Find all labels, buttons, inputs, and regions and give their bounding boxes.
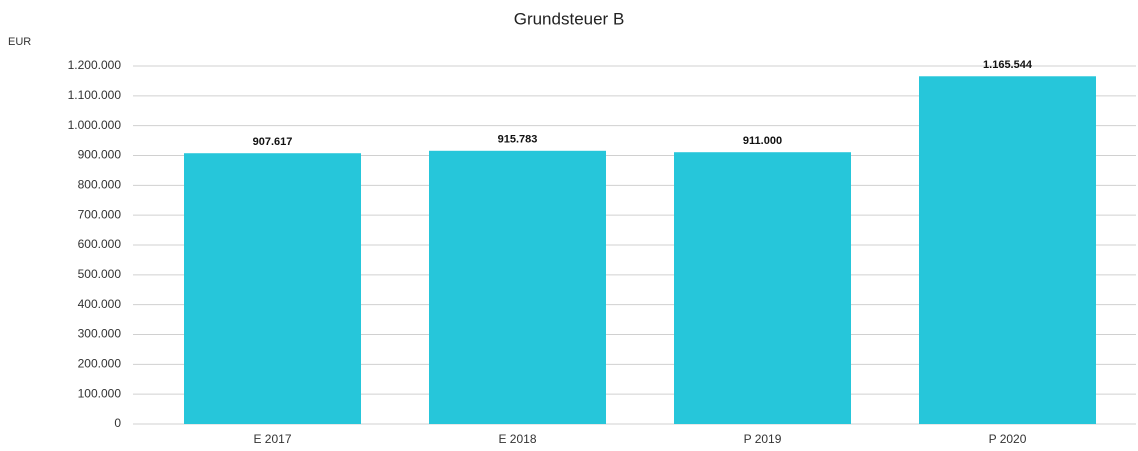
x-tick-label: E 2017 [253, 432, 291, 446]
y-tick-label: 900.000 [78, 148, 122, 162]
y-tick-label: 500.000 [78, 267, 122, 281]
bar [674, 152, 851, 425]
x-tick-label: P 2020 [989, 432, 1027, 446]
y-axis-label: EUR [8, 36, 31, 48]
y-tick-label: 300.000 [78, 327, 122, 341]
bar [429, 150, 606, 424]
y-tick-label: 1.000.000 [68, 118, 122, 132]
value-label: 907.617 [253, 136, 293, 148]
y-tick-label: 600.000 [78, 237, 122, 251]
y-tick-label: 700.000 [78, 207, 122, 221]
value-label: 911.000 [743, 135, 782, 147]
x-tick-label: P 2019 [744, 432, 782, 446]
bar [919, 76, 1096, 425]
value-label: 1.165.544 [983, 59, 1033, 71]
y-tick-label: 400.000 [78, 297, 122, 311]
y-tick-label: 800.000 [78, 178, 122, 192]
y-tick-label: 0 [114, 416, 121, 430]
x-tick-label: E 2018 [498, 432, 536, 446]
y-tick-label: 1.100.000 [68, 88, 122, 102]
chart-title: Grundsteuer B [514, 9, 625, 28]
y-tick-label: 100.000 [78, 386, 122, 400]
bar [184, 153, 361, 424]
value-label: 915.783 [498, 134, 538, 146]
y-tick-label: 1.200.000 [68, 58, 122, 72]
y-tick-label: 200.000 [78, 357, 122, 371]
